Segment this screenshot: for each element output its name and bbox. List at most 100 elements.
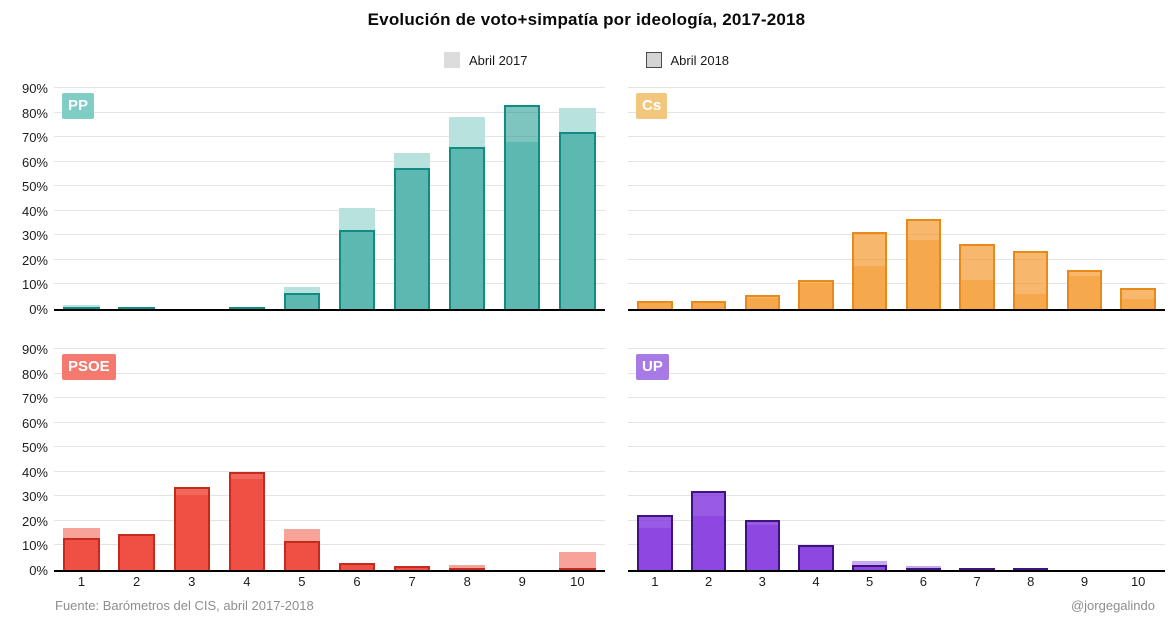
bar-group-7	[950, 88, 1004, 309]
bar-2018	[637, 300, 673, 309]
y-axis-bottom: 90% 80% 70% 60% 50% 40% 30% 20% 10% 0%	[8, 342, 54, 578]
bars-container	[628, 88, 1165, 309]
x-tick-label: 9	[1080, 574, 1089, 589]
bar-group-5	[274, 88, 329, 309]
x-tick-label: 6	[919, 574, 927, 589]
x-tick-label: 4	[812, 574, 820, 589]
gridline	[628, 136, 1165, 138]
x-tick-label: 8	[463, 574, 471, 589]
bar-group-4	[789, 88, 843, 309]
bar-group-10	[550, 88, 605, 309]
bar-2018	[393, 566, 431, 570]
y-tick-label: 30%	[21, 489, 48, 505]
gridline	[628, 87, 1165, 88]
bar-group-1	[628, 88, 682, 309]
bar-group-10	[1111, 88, 1165, 309]
bar-group-3	[735, 349, 789, 570]
x-tick-label: 2	[133, 574, 141, 589]
x-tick-label: 8	[1027, 574, 1035, 589]
gridline	[54, 421, 605, 423]
gridline	[54, 446, 605, 448]
legend-item-2017: Abril 2017	[443, 52, 528, 68]
gridline	[628, 544, 1165, 546]
gridline	[54, 185, 605, 187]
column-gap	[605, 88, 628, 309]
y-tick-label: 60%	[21, 415, 48, 431]
chart-psoe: PSOE	[54, 348, 605, 572]
bar-2018	[504, 105, 541, 309]
gridline	[628, 446, 1165, 448]
legend-label-2017: Abril 2017	[468, 52, 528, 68]
gridline	[54, 111, 605, 113]
bar-2018	[905, 219, 942, 309]
bar-group-6	[329, 349, 384, 570]
bar-group-6	[329, 88, 384, 309]
gridline	[628, 283, 1165, 285]
gridline	[628, 372, 1165, 374]
bar-2018	[744, 294, 780, 309]
gridline	[628, 258, 1165, 260]
bar-group-7	[385, 349, 440, 570]
page-title: Evolución de voto+simpatía por ideología…	[367, 10, 806, 29]
bar-2018	[851, 231, 888, 309]
bar-2018	[228, 307, 265, 309]
bar-group-3	[164, 88, 219, 309]
bar-2018	[1066, 269, 1103, 309]
bar-2018	[690, 491, 727, 570]
bars-container	[54, 349, 605, 570]
bar-group-1	[628, 349, 682, 570]
bar-group-8	[440, 88, 495, 309]
bar-2018	[851, 565, 888, 570]
bar-group-3	[164, 349, 219, 570]
bar-group-2	[109, 88, 164, 309]
bar-group-5	[274, 349, 329, 570]
gridline	[54, 397, 605, 399]
gridline	[54, 544, 605, 546]
x-tick-label: 3	[188, 574, 196, 589]
y-tick-label: 30%	[21, 228, 48, 244]
x-tick-label: 10	[570, 574, 585, 589]
bar-group-4	[789, 349, 843, 570]
bar-2018	[798, 545, 834, 570]
bar-2018	[1120, 288, 1156, 309]
bar-2018	[959, 568, 995, 570]
gridline	[54, 209, 605, 211]
bar-group-4	[219, 88, 274, 309]
bar-group-6	[897, 349, 951, 570]
bar-2018	[637, 514, 673, 570]
bar-2018	[690, 300, 727, 309]
bars-container	[54, 88, 605, 309]
gridline	[54, 136, 605, 138]
bar-group-2	[682, 349, 736, 570]
gridline	[628, 209, 1165, 211]
bar-2017	[449, 565, 486, 570]
source-note: Fuente: Barómetros del CIS, abril 2017-2…	[55, 598, 314, 613]
bar-group-9	[495, 349, 550, 570]
bar-2017	[559, 551, 596, 570]
bar-group-9	[1058, 349, 1112, 570]
y-tick-label: 0%	[29, 302, 48, 317]
bar-group-3	[735, 88, 789, 309]
y-tick-label: 0%	[29, 563, 48, 578]
gridline	[54, 372, 605, 374]
gridline	[54, 283, 605, 285]
party-chip-psoe: PSOE	[62, 354, 116, 380]
bar-group-9	[495, 88, 550, 309]
x-tick-label: 9	[518, 574, 526, 589]
bar-2018	[1013, 251, 1049, 309]
gridline	[628, 160, 1165, 162]
column-gap	[605, 349, 628, 570]
y-tick-label: 40%	[21, 464, 48, 480]
legend-swatch-2017	[443, 52, 460, 68]
bar-2018	[798, 279, 834, 309]
bar-2018	[449, 146, 486, 309]
bar-2018	[338, 562, 376, 570]
bar-2018	[905, 568, 942, 570]
bar-group-2	[682, 88, 736, 309]
author-credit: @jorgegalindo	[1070, 598, 1155, 613]
chart-up: UP	[628, 348, 1165, 572]
y-tick-label: 50%	[21, 179, 48, 195]
legend-label-2018: Abril 2018	[670, 52, 730, 68]
bar-2018	[118, 307, 155, 309]
